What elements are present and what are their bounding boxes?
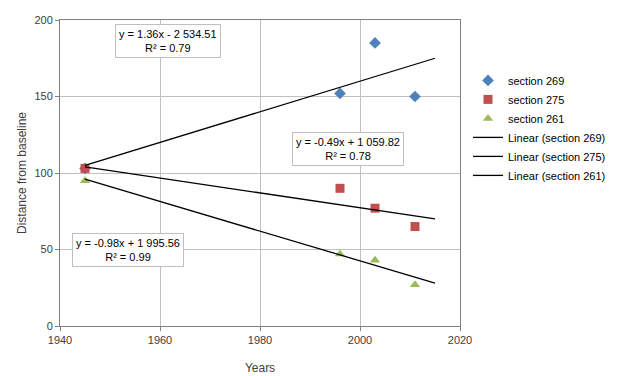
- svg-text:200: 200: [34, 14, 52, 26]
- svg-text:1940: 1940: [48, 334, 72, 346]
- svg-text:100: 100: [34, 167, 52, 179]
- svg-text:1980: 1980: [248, 334, 272, 346]
- svg-text:Linear (section 275): Linear (section 275): [508, 151, 605, 163]
- svg-text:y = -0.49x + 1 059.82R² = 0.78: y = -0.49x + 1 059.82R² = 0.78: [296, 136, 400, 162]
- svg-text:Linear (section 261): Linear (section 261): [508, 170, 605, 182]
- svg-text:section 275: section 275: [508, 94, 564, 106]
- svg-text:Linear (section 269): Linear (section 269): [508, 132, 605, 144]
- svg-text:1960: 1960: [148, 334, 172, 346]
- svg-text:2020: 2020: [448, 334, 472, 346]
- svg-text:section 261: section 261: [508, 113, 564, 125]
- svg-text:150: 150: [34, 90, 52, 102]
- svg-text:Distance from baseline: Distance from baseline: [15, 112, 29, 234]
- svg-text:y = -0.98x + 1 995.56R² = 0.99: y = -0.98x + 1 995.56R² = 0.99: [76, 237, 180, 263]
- svg-text:50: 50: [41, 243, 53, 255]
- svg-text:section 269: section 269: [508, 75, 564, 87]
- svg-text:0: 0: [47, 320, 53, 332]
- svg-text:y = 1.36x - 2 534.51R² = 0.79: y = 1.36x - 2 534.51R² = 0.79: [119, 28, 217, 54]
- svg-text:Years: Years: [245, 361, 275, 375]
- svg-text:2000: 2000: [348, 334, 372, 346]
